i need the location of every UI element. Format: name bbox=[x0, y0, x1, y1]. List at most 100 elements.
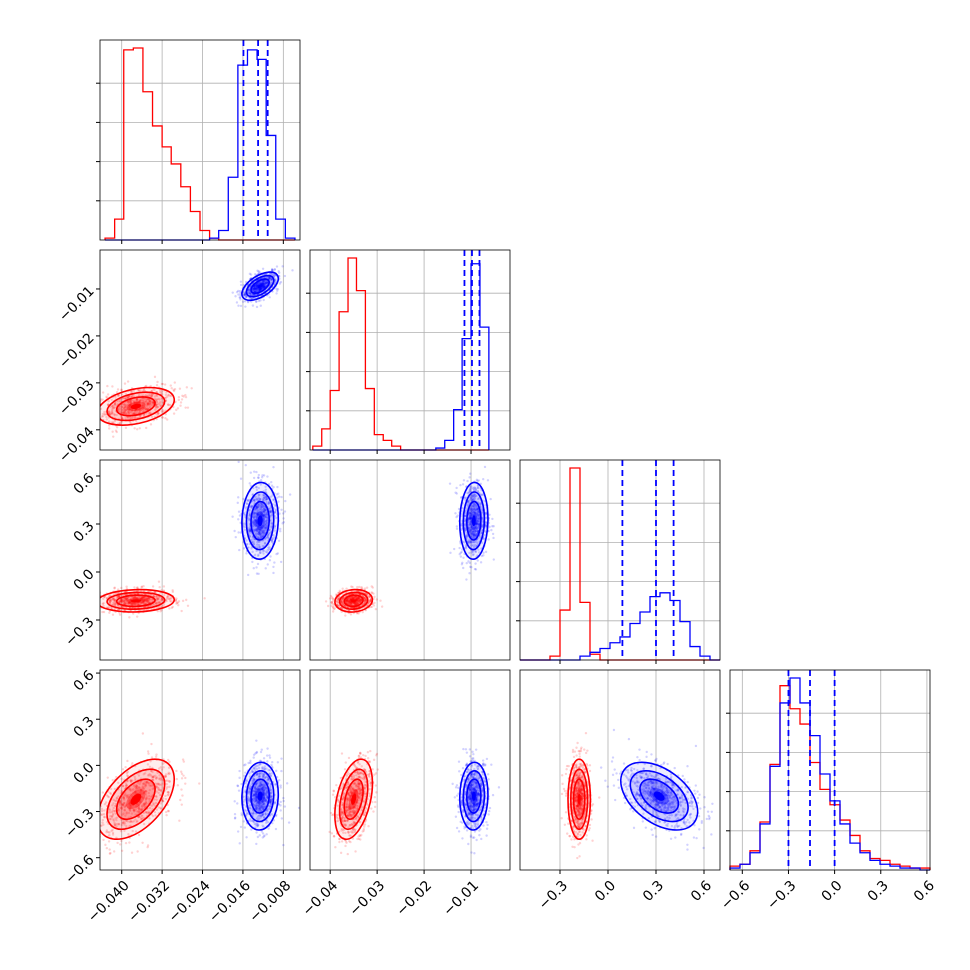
scatter-point bbox=[146, 404, 149, 407]
scatter-point bbox=[154, 603, 157, 606]
scatter-point bbox=[269, 791, 272, 795]
scatter-point bbox=[260, 814, 263, 818]
scatter-point bbox=[270, 522, 274, 525]
scatter-point bbox=[113, 599, 116, 603]
scatter-point bbox=[455, 527, 459, 530]
scatter-point bbox=[254, 519, 258, 522]
scatter-point bbox=[469, 485, 472, 489]
scatter-point bbox=[273, 801, 276, 804]
scatter-point bbox=[274, 511, 277, 514]
scatter-point bbox=[125, 585, 128, 588]
scatter-point bbox=[173, 381, 177, 384]
scatter-point bbox=[336, 600, 340, 603]
scatter-point bbox=[101, 391, 105, 394]
scatter-point bbox=[138, 409, 141, 413]
scatter-point bbox=[469, 531, 472, 534]
scatter-point bbox=[131, 412, 134, 415]
scatter-point bbox=[155, 406, 158, 410]
scatter-point bbox=[132, 820, 135, 823]
scatter-point bbox=[270, 484, 274, 487]
scatter-point bbox=[168, 772, 171, 775]
scatter-point bbox=[90, 600, 92, 602]
scatter-point bbox=[259, 507, 263, 510]
scatter-point bbox=[142, 598, 145, 602]
scatter-point bbox=[468, 572, 471, 575]
scatter-point bbox=[255, 799, 258, 803]
scatter-point bbox=[243, 294, 246, 297]
scatter-point bbox=[147, 752, 150, 755]
scatter-point bbox=[89, 594, 91, 596]
scatter-point bbox=[463, 524, 467, 527]
scatter-point bbox=[134, 408, 138, 411]
scatter-point bbox=[175, 602, 178, 605]
scatter-point bbox=[150, 403, 154, 407]
scatter-point bbox=[146, 844, 150, 847]
scatter-point bbox=[469, 514, 473, 518]
scatter-point bbox=[277, 500, 280, 503]
scatter-point bbox=[94, 417, 96, 419]
scatter-point bbox=[473, 493, 476, 496]
scatter-point bbox=[155, 602, 158, 605]
scatter-point bbox=[266, 497, 269, 501]
scatter-point bbox=[231, 291, 234, 294]
scatter-point bbox=[249, 504, 253, 508]
scatter-point bbox=[112, 598, 115, 601]
scatter-point bbox=[262, 280, 265, 283]
scatter-point bbox=[248, 787, 251, 791]
scatter-point bbox=[136, 586, 139, 589]
scatter-point bbox=[247, 761, 250, 765]
scatter-point bbox=[137, 815, 140, 819]
scatter-point bbox=[262, 510, 266, 513]
scatter-point bbox=[170, 597, 173, 600]
scatter-point bbox=[120, 839, 123, 843]
scatter-point bbox=[148, 399, 151, 402]
scatter-point bbox=[269, 791, 273, 794]
scatter-point bbox=[111, 430, 114, 433]
scatter-point bbox=[263, 767, 266, 770]
scatter-point bbox=[270, 278, 274, 282]
scatter-point bbox=[150, 394, 154, 398]
scatter-point bbox=[155, 595, 158, 598]
scatter-point bbox=[282, 799, 285, 803]
scatter-point bbox=[253, 785, 257, 788]
scatter-point bbox=[118, 399, 122, 403]
scatter-point bbox=[142, 601, 146, 604]
scatter-point bbox=[255, 283, 258, 286]
scatter-point bbox=[125, 602, 128, 605]
scatter-point bbox=[255, 305, 259, 309]
scatter-point bbox=[124, 601, 128, 605]
scatter-point bbox=[256, 787, 259, 790]
scatter-point bbox=[471, 509, 475, 512]
scatter-point bbox=[130, 408, 134, 411]
scatter-point bbox=[468, 476, 471, 479]
scatter-point bbox=[159, 610, 162, 613]
scatter-point bbox=[113, 787, 117, 791]
scatter-point bbox=[252, 524, 255, 527]
scatter-point bbox=[467, 516, 471, 520]
scatter-point bbox=[472, 508, 475, 511]
scatter-point bbox=[112, 850, 116, 853]
scatter-point bbox=[348, 602, 352, 605]
scatter-point bbox=[145, 597, 149, 601]
scatter-point bbox=[109, 598, 112, 601]
scatter-point bbox=[155, 398, 158, 402]
scatter-point bbox=[153, 810, 157, 814]
scatter-point bbox=[279, 280, 283, 284]
scatter-point bbox=[471, 494, 474, 497]
scatter-point bbox=[255, 289, 258, 293]
scatter-point bbox=[276, 287, 280, 291]
scatter-point bbox=[108, 427, 111, 430]
scatter-point bbox=[349, 601, 352, 604]
scatter-point bbox=[243, 292, 247, 295]
scatter-point bbox=[111, 812, 115, 815]
scatter-point bbox=[140, 804, 144, 807]
scatter-point bbox=[95, 409, 97, 411]
scatter-point bbox=[263, 284, 266, 288]
scatter-point bbox=[142, 407, 145, 411]
scatter-point bbox=[473, 530, 476, 533]
scatter-point bbox=[147, 397, 150, 401]
scatter-point bbox=[123, 600, 126, 603]
scatter-point bbox=[111, 809, 114, 812]
scatter-point bbox=[265, 283, 268, 287]
scatter-point bbox=[468, 517, 471, 520]
